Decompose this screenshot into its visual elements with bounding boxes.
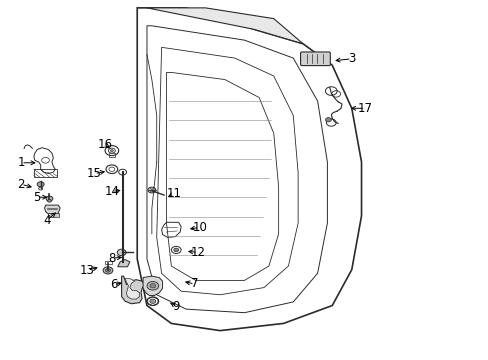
Text: 11: 11 (166, 187, 181, 200)
Text: 10: 10 (192, 221, 206, 234)
Circle shape (110, 149, 113, 152)
Circle shape (117, 249, 126, 256)
Circle shape (147, 282, 158, 290)
Circle shape (173, 248, 178, 252)
Circle shape (46, 196, 53, 201)
Bar (48, 213, 59, 217)
Text: 7: 7 (191, 278, 198, 291)
Circle shape (148, 187, 156, 193)
Circle shape (47, 199, 51, 202)
Bar (109, 153, 115, 157)
Text: 2: 2 (18, 178, 25, 191)
Text: 5: 5 (34, 191, 41, 204)
Text: 14: 14 (104, 185, 119, 198)
Polygon shape (147, 8, 303, 44)
Text: 13: 13 (80, 264, 95, 277)
Polygon shape (125, 279, 140, 299)
Circle shape (37, 182, 44, 187)
Polygon shape (143, 276, 162, 296)
FancyBboxPatch shape (300, 52, 330, 66)
Text: 15: 15 (87, 167, 102, 180)
Bar (34, 169, 57, 177)
Text: 17: 17 (357, 102, 372, 115)
Text: 3: 3 (347, 52, 355, 65)
Circle shape (103, 267, 113, 274)
Text: 4: 4 (43, 214, 51, 227)
Text: 12: 12 (190, 246, 205, 259)
Text: 1: 1 (18, 156, 25, 169)
Text: 9: 9 (172, 300, 180, 313)
Circle shape (325, 118, 330, 122)
Text: 16: 16 (98, 138, 113, 151)
Polygon shape (118, 260, 130, 267)
Bar (104, 261, 112, 264)
Circle shape (105, 269, 110, 272)
Polygon shape (44, 205, 60, 215)
Polygon shape (122, 276, 144, 304)
Text: 6: 6 (110, 278, 117, 291)
Text: 8: 8 (108, 252, 115, 265)
Circle shape (150, 299, 156, 303)
Circle shape (150, 284, 156, 288)
